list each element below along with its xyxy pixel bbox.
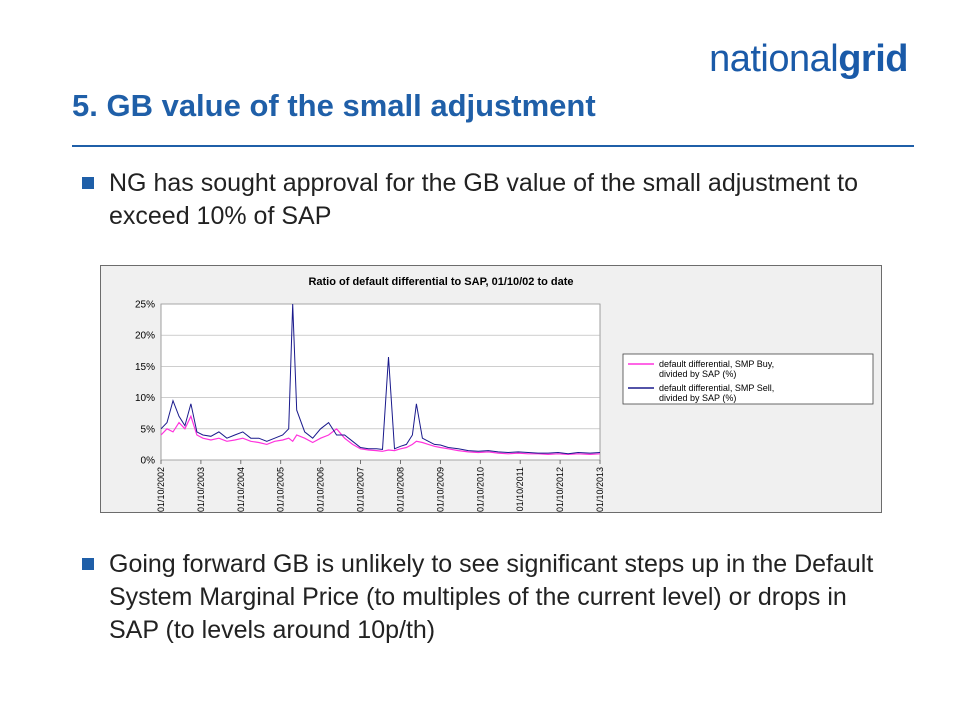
- y-tick-label: 0%: [141, 456, 156, 467]
- ratio-chart: Ratio of default differential to SAP, 01…: [100, 265, 882, 513]
- y-tick-label: 5%: [141, 424, 156, 435]
- square-bullet-icon: [82, 558, 94, 570]
- legend-label-smp-sell-2: divided by SAP (%): [659, 393, 736, 403]
- y-tick-label: 15%: [135, 362, 155, 373]
- x-tick-label: 01/10/2010: [475, 467, 485, 512]
- legend-label-smp-sell-1: default differential, SMP Sell,: [659, 383, 774, 393]
- x-tick-label: 01/10/2011: [515, 467, 525, 511]
- x-tick-label: 01/10/2008: [395, 467, 405, 512]
- chart-svg: Ratio of default differential to SAP, 01…: [135, 276, 874, 512]
- legend-box: [622, 353, 874, 405]
- square-bullet-icon: [82, 177, 94, 189]
- national-grid-logo: nationalgrid: [709, 38, 908, 81]
- x-tick-label: 01/10/2007: [356, 467, 366, 512]
- gridlines: [161, 303, 600, 461]
- x-tick-label: 01/10/2003: [196, 467, 206, 512]
- bullet-item-1: NG has sought approval for the GB value …: [82, 167, 902, 233]
- series-line-smp-buy: [160, 414, 601, 456]
- legend: default differential, SMP Buy, divided b…: [622, 353, 874, 405]
- chart-title: Ratio of default differential to SAP, 01…: [308, 276, 573, 288]
- logo-bold-text: grid: [838, 38, 908, 80]
- logo-light-text: national: [709, 38, 839, 80]
- bullet-item-2: Going forward GB is unlikely to see sign…: [82, 548, 902, 647]
- plot-area: [160, 303, 601, 461]
- x-tick-label: 01/10/2006: [316, 467, 326, 512]
- y-tick-label: 10%: [135, 393, 155, 404]
- legend-label-smp-buy-2: divided by SAP (%): [659, 369, 736, 379]
- series-line-smp-sell: [160, 303, 601, 455]
- x-tick-label: 01/10/2009: [435, 467, 445, 512]
- bullet-text-2: Going forward GB is unlikely to see sign…: [109, 550, 874, 644]
- x-tick-label: 01/10/2013: [595, 467, 605, 512]
- y-axis-ticks: 0% 5% 10% 15% 20% 25%: [135, 300, 155, 467]
- bullet-text-1: NG has sought approval for the GB value …: [109, 169, 859, 230]
- x-tick-label: 01/10/2004: [236, 467, 246, 512]
- x-tick-label: 01/10/2002: [156, 467, 166, 512]
- x-tick-label: 01/10/2005: [276, 467, 286, 512]
- legend-label-smp-buy-1: default differential, SMP Buy,: [659, 359, 774, 369]
- y-tick-label: 25%: [135, 300, 155, 311]
- x-tick-label: 01/10/2012: [555, 467, 565, 512]
- x-axis-ticks: 01/10/2002 01/10/2003 01/10/2004 01/10/2005…: [156, 460, 605, 512]
- y-tick-label: 20%: [135, 331, 155, 342]
- title-divider: [72, 145, 914, 147]
- slide-title: 5. GB value of the small adjustment: [72, 88, 596, 123]
